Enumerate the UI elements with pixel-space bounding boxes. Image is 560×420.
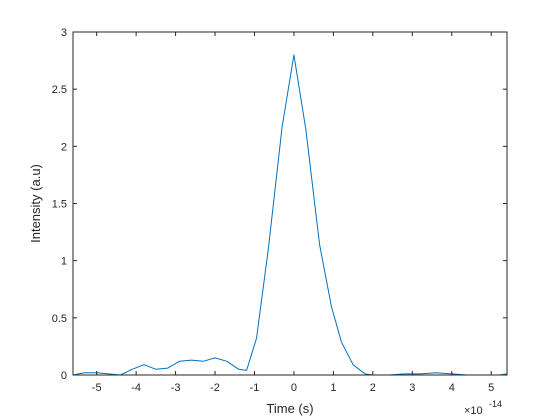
- axes-box: [72, 31, 508, 376]
- tick-layer: -5 -4 -3 -2 -1 0 1 2 3 4 5 0 0.5 1 1.5 2 2.5 3: [52, 27, 507, 394]
- x-tick-label: 0: [291, 382, 297, 394]
- x-tick-label: 5: [488, 382, 494, 394]
- x-exponent-base: ×10: [464, 405, 483, 417]
- y-tick-label: 2.5: [52, 84, 67, 96]
- x-exponent: ×10 -14: [464, 399, 502, 417]
- x-exponent-power: -14: [489, 399, 502, 409]
- plot-area: [73, 32, 507, 375]
- series-layer: [72, 54, 508, 376]
- y-tick-label: 0.5: [52, 313, 67, 325]
- x-tick-label: 4: [449, 382, 455, 394]
- x-tick-label: 2: [370, 382, 376, 394]
- y-axis-label: Intensity (a.u): [28, 164, 43, 243]
- y-tick-label: 2: [61, 141, 67, 153]
- x-axis-label: Time (s): [266, 401, 313, 416]
- y-tick-label: 3: [61, 27, 67, 39]
- intensity-series-line: [72, 54, 508, 376]
- x-tick-label: 1: [330, 382, 336, 394]
- x-tick-label: -1: [250, 382, 260, 394]
- x-tick-label: 3: [409, 382, 415, 394]
- x-tick-label: -3: [171, 382, 181, 394]
- y-tick-label: 1: [61, 256, 67, 268]
- x-tick-label: -2: [210, 382, 220, 394]
- y-tick-label: 0: [61, 370, 67, 382]
- x-tick-label: -5: [92, 382, 102, 394]
- x-tick-label: -4: [131, 382, 141, 394]
- y-tick-label: 1.5: [52, 199, 67, 211]
